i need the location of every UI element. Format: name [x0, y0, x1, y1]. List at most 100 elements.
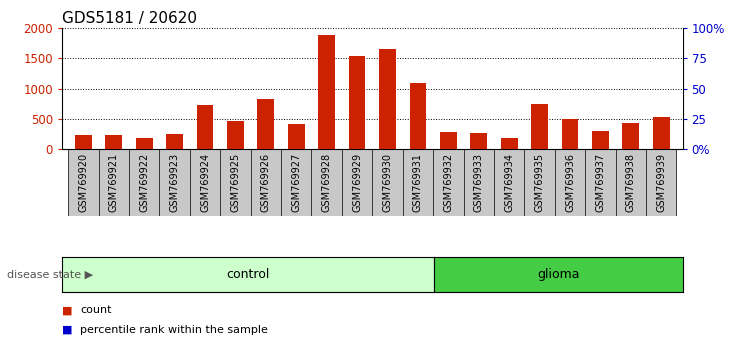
- Text: GSM769934: GSM769934: [504, 153, 514, 212]
- Point: [351, 35, 363, 41]
- Bar: [312, 149, 342, 216]
- Bar: [136, 138, 153, 149]
- Bar: [288, 124, 304, 149]
- Text: count: count: [80, 305, 112, 315]
- Bar: [555, 149, 585, 216]
- Text: GSM769926: GSM769926: [261, 153, 271, 212]
- Bar: [531, 104, 548, 149]
- Bar: [561, 119, 578, 149]
- Text: GSM769925: GSM769925: [231, 153, 240, 212]
- Text: GSM769939: GSM769939: [656, 153, 666, 212]
- Point: [504, 45, 515, 50]
- Point: [595, 46, 607, 52]
- Point: [625, 44, 637, 49]
- Bar: [464, 149, 494, 216]
- Bar: [166, 134, 183, 149]
- Bar: [494, 149, 524, 216]
- Point: [564, 41, 576, 47]
- Text: GSM769931: GSM769931: [413, 153, 423, 212]
- Point: [169, 44, 180, 49]
- Bar: [349, 56, 366, 149]
- Text: GSM769922: GSM769922: [139, 153, 149, 212]
- Bar: [372, 149, 403, 216]
- Bar: [585, 149, 615, 216]
- Text: GSM769932: GSM769932: [443, 153, 453, 212]
- Point: [199, 41, 211, 47]
- Point: [77, 45, 89, 50]
- Bar: [555, 149, 585, 216]
- Point: [412, 34, 424, 40]
- Bar: [220, 149, 250, 216]
- Bar: [524, 149, 555, 216]
- Bar: [258, 99, 274, 149]
- Bar: [653, 117, 669, 149]
- Bar: [646, 149, 677, 216]
- Bar: [615, 149, 646, 216]
- Point: [291, 45, 302, 50]
- Point: [321, 29, 333, 35]
- Bar: [615, 149, 646, 216]
- Bar: [75, 136, 92, 149]
- Bar: [318, 35, 335, 149]
- Bar: [592, 131, 609, 149]
- Bar: [99, 149, 129, 216]
- Text: GSM769923: GSM769923: [169, 153, 180, 212]
- Bar: [312, 149, 342, 216]
- Bar: [403, 149, 433, 216]
- Text: GSM769927: GSM769927: [291, 153, 301, 212]
- Bar: [190, 149, 220, 216]
- Bar: [220, 149, 250, 216]
- Bar: [196, 105, 213, 149]
- Text: GSM769924: GSM769924: [200, 153, 210, 212]
- Bar: [159, 149, 190, 216]
- Bar: [281, 149, 312, 216]
- Bar: [440, 132, 457, 149]
- Text: GDS5181 / 20620: GDS5181 / 20620: [62, 11, 197, 25]
- Bar: [433, 149, 464, 216]
- Bar: [464, 149, 494, 216]
- Text: percentile rank within the sample: percentile rank within the sample: [80, 325, 268, 335]
- Text: GSM769928: GSM769928: [322, 153, 331, 212]
- Bar: [646, 149, 677, 216]
- Bar: [190, 149, 220, 216]
- Text: GSM769935: GSM769935: [534, 153, 545, 212]
- Text: GSM769921: GSM769921: [109, 153, 119, 212]
- Text: ■: ■: [62, 305, 76, 315]
- Point: [382, 34, 393, 40]
- Text: GSM769930: GSM769930: [383, 153, 393, 212]
- Text: GSM769933: GSM769933: [474, 153, 484, 212]
- Bar: [250, 149, 281, 216]
- Bar: [433, 149, 464, 216]
- Bar: [129, 149, 159, 216]
- Text: GSM769938: GSM769938: [626, 153, 636, 212]
- Bar: [623, 123, 639, 149]
- Bar: [494, 149, 524, 216]
- Point: [230, 42, 242, 48]
- Bar: [410, 83, 426, 149]
- Text: GSM769929: GSM769929: [352, 153, 362, 212]
- Text: GSM769937: GSM769937: [596, 153, 605, 212]
- Point: [534, 34, 545, 40]
- Text: GSM769920: GSM769920: [78, 153, 88, 212]
- Bar: [99, 149, 129, 216]
- Text: ■: ■: [62, 325, 76, 335]
- Bar: [281, 149, 312, 216]
- Bar: [501, 138, 518, 149]
- Bar: [227, 121, 244, 149]
- Bar: [379, 49, 396, 149]
- Bar: [342, 149, 372, 216]
- Bar: [129, 149, 159, 216]
- Point: [656, 39, 667, 44]
- Bar: [470, 133, 487, 149]
- Bar: [68, 149, 99, 216]
- Bar: [403, 149, 433, 216]
- Text: glioma: glioma: [537, 268, 580, 281]
- Bar: [105, 135, 122, 149]
- Bar: [585, 149, 615, 216]
- Point: [473, 41, 485, 47]
- Point: [260, 38, 272, 43]
- Point: [108, 45, 120, 50]
- Bar: [250, 149, 281, 216]
- Bar: [524, 149, 555, 216]
- Bar: [372, 149, 403, 216]
